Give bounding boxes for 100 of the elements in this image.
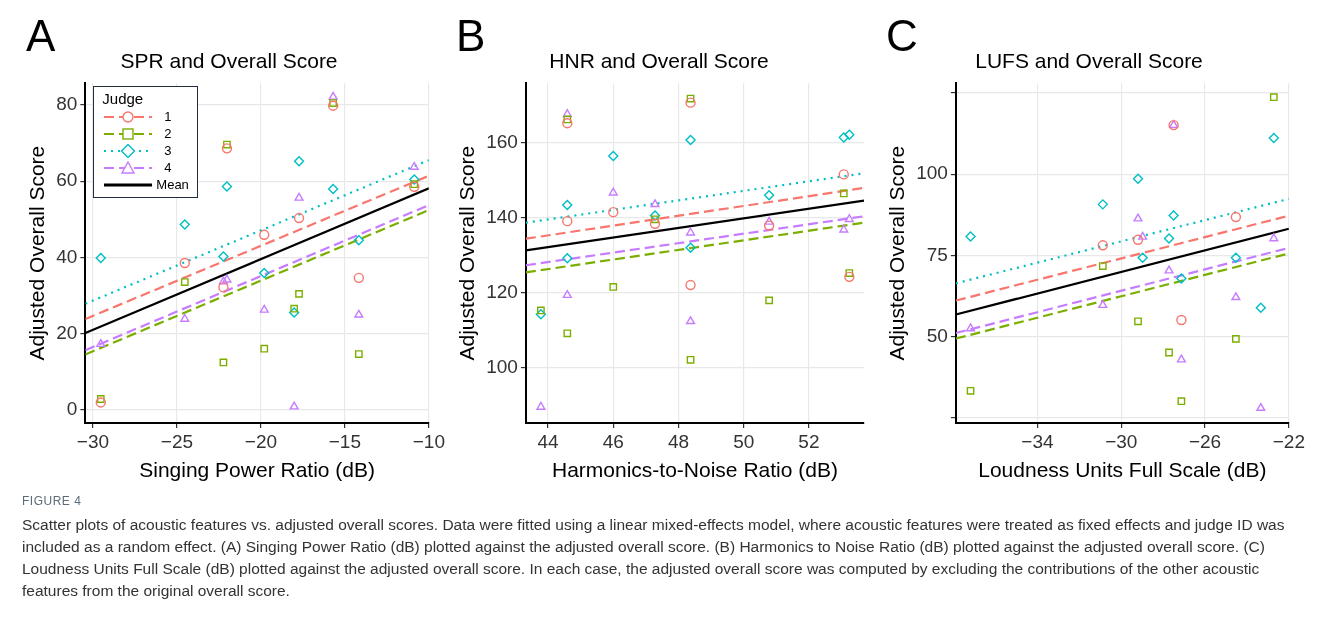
point bbox=[562, 118, 573, 129]
point bbox=[328, 91, 338, 100]
legend-label: 3 bbox=[164, 143, 173, 159]
point bbox=[288, 307, 300, 318]
y-tick-label: 120 bbox=[486, 280, 518, 302]
point bbox=[180, 313, 190, 322]
legend-label: 2 bbox=[164, 126, 173, 142]
point bbox=[290, 304, 299, 313]
point bbox=[562, 289, 572, 299]
x-tick-label: −25 bbox=[160, 430, 194, 452]
chart-title: SPR and Overall Score bbox=[120, 49, 338, 73]
point bbox=[179, 219, 190, 230]
y-tick-label: 20 bbox=[56, 321, 78, 343]
point bbox=[1133, 213, 1143, 222]
x-tick-label: −10 bbox=[412, 430, 445, 452]
point bbox=[1098, 262, 1107, 270]
point bbox=[219, 358, 228, 367]
point bbox=[293, 212, 305, 224]
point bbox=[1132, 234, 1144, 245]
point bbox=[96, 338, 106, 348]
point bbox=[1176, 273, 1187, 284]
point bbox=[327, 183, 339, 195]
point bbox=[562, 199, 573, 211]
caption: FIGURE 4 bbox=[22, 494, 83, 508]
point bbox=[686, 94, 695, 103]
y-tick-label: 0 bbox=[66, 397, 78, 419]
point bbox=[844, 271, 855, 283]
point bbox=[838, 169, 849, 180]
point bbox=[838, 132, 849, 143]
point bbox=[685, 242, 696, 253]
point bbox=[179, 257, 190, 269]
point bbox=[1097, 240, 1108, 251]
point bbox=[329, 99, 338, 107]
point bbox=[1255, 302, 1267, 313]
legend-title: Judge bbox=[102, 90, 145, 108]
y-tick-label: 60 bbox=[56, 169, 78, 191]
text: B bbox=[456, 11, 486, 60]
point bbox=[686, 355, 695, 364]
point bbox=[1137, 252, 1148, 263]
point bbox=[608, 187, 618, 196]
point bbox=[1134, 317, 1142, 326]
legend-label: 4 bbox=[164, 160, 173, 176]
x-axis-title: Loudness Units Full Scale (dB) bbox=[978, 458, 1267, 482]
x-tick-label: −22 bbox=[1272, 430, 1305, 452]
point bbox=[839, 224, 849, 233]
point bbox=[95, 397, 106, 408]
x-axis-title: Singing Power Ratio (dB) bbox=[139, 458, 375, 482]
point bbox=[1168, 210, 1179, 221]
y-tick-label: 50 bbox=[926, 324, 948, 346]
point bbox=[685, 227, 696, 236]
point bbox=[651, 215, 659, 224]
point bbox=[1269, 233, 1279, 242]
x-tick-label: 48 bbox=[667, 430, 690, 452]
x-tick-label: −26 bbox=[1188, 430, 1222, 452]
point bbox=[409, 161, 419, 170]
y-tick-label: 100 bbox=[486, 355, 518, 377]
point bbox=[294, 192, 304, 201]
point bbox=[259, 229, 270, 241]
text: A bbox=[26, 11, 56, 60]
point bbox=[649, 210, 661, 221]
point bbox=[95, 252, 106, 264]
point bbox=[685, 97, 696, 108]
point bbox=[844, 214, 854, 223]
point bbox=[1132, 173, 1144, 184]
point bbox=[293, 156, 305, 167]
point bbox=[218, 282, 229, 293]
chart-title: HNR and Overall Score bbox=[549, 49, 769, 73]
point bbox=[685, 134, 696, 146]
point bbox=[1138, 231, 1148, 240]
point bbox=[1176, 314, 1187, 326]
point bbox=[685, 316, 696, 325]
point bbox=[1098, 299, 1108, 309]
text: C bbox=[886, 11, 918, 60]
point bbox=[1256, 402, 1266, 412]
point bbox=[221, 181, 233, 192]
point bbox=[260, 344, 269, 353]
chart-title: LUFS and Overall Score bbox=[975, 49, 1203, 73]
point bbox=[289, 401, 299, 410]
legend-label: 1 bbox=[164, 109, 173, 125]
point bbox=[1231, 292, 1241, 301]
point bbox=[839, 189, 848, 198]
point bbox=[1268, 132, 1279, 144]
point bbox=[764, 216, 774, 225]
x-tick-label: −34 bbox=[1021, 430, 1054, 452]
point bbox=[965, 323, 976, 332]
x-tick-label: 44 bbox=[537, 430, 560, 452]
y-axis-title: Adjusted Overall Score bbox=[455, 145, 479, 361]
point bbox=[353, 234, 365, 246]
x-tick-label: 52 bbox=[798, 430, 820, 452]
x-axis-title: Harmonics-to-Noise Ratio (dB) bbox=[551, 458, 838, 482]
point bbox=[845, 269, 854, 277]
y-tick-label: 140 bbox=[486, 206, 518, 228]
point bbox=[259, 267, 270, 279]
point bbox=[649, 218, 661, 229]
point bbox=[180, 278, 189, 286]
point bbox=[1097, 199, 1108, 210]
point bbox=[327, 100, 339, 111]
point bbox=[218, 276, 229, 285]
point bbox=[1230, 211, 1242, 223]
point bbox=[537, 306, 545, 315]
